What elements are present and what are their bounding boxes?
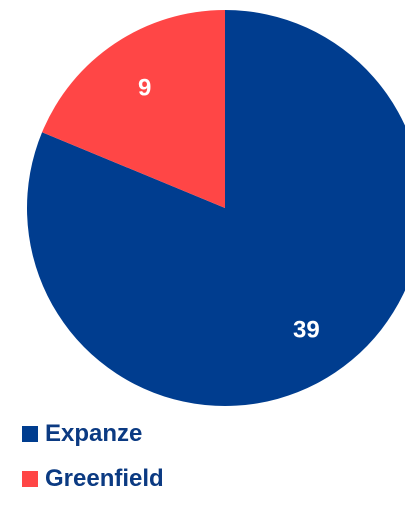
legend-swatch-expanze [22, 426, 38, 442]
pie-slice-greenfield [42, 10, 225, 208]
legend-label-greenfield: Greenfield [45, 465, 164, 492]
pie-slice-expanze [27, 10, 405, 406]
data-label-greenfield: 9 [138, 74, 151, 101]
pie-slices [27, 10, 405, 406]
legend-item-greenfield: Greenfield [22, 463, 164, 495]
legend-label-expanze: Expanze [45, 420, 143, 447]
legend-swatch-greenfield [22, 471, 38, 487]
data-label-expanze: 39 [293, 316, 320, 343]
legend-item-expanze: Expanze [22, 418, 164, 450]
pie-data-labels: 39 9 [138, 74, 320, 343]
legend: Expanze Greenfield [22, 418, 164, 508]
